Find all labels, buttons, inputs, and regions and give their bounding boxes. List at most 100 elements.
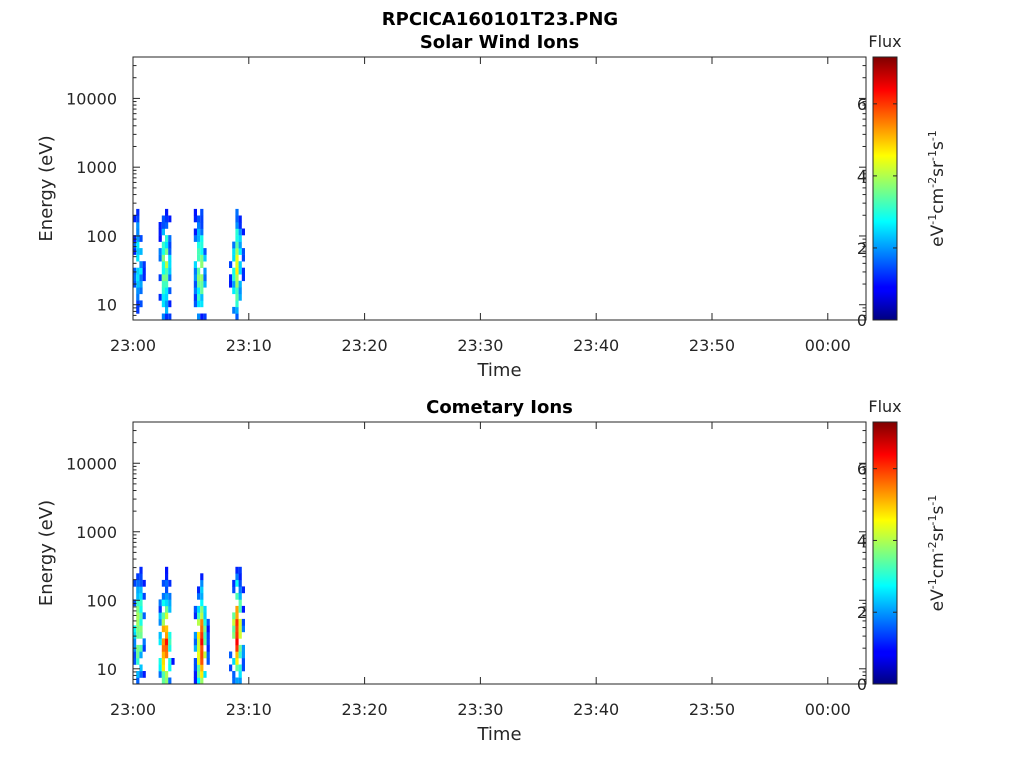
flux-cell	[133, 241, 137, 249]
flux-cell	[235, 248, 239, 255]
flux-cell	[238, 573, 242, 581]
flux-cell	[158, 658, 162, 665]
flux-cell	[238, 228, 242, 236]
flux-cell	[238, 287, 242, 295]
flux-cell	[200, 651, 204, 659]
flux-cell	[232, 677, 236, 685]
flux-cell	[206, 638, 210, 646]
flux-cell	[238, 586, 242, 594]
flux-cell	[161, 254, 165, 262]
flux-cell	[142, 274, 146, 282]
flux-cell	[168, 638, 172, 646]
unit-exponent: -2	[926, 177, 939, 188]
x-tick-label: 23:30	[457, 336, 503, 355]
x-axis: 23:00 23:10 23:20 23:30 23:40 23:50 00:00	[110, 57, 851, 355]
flux-cell	[203, 605, 207, 613]
flux-cell	[161, 677, 165, 685]
flux-cell	[197, 267, 201, 275]
flux-cell	[168, 235, 172, 242]
flux-cell	[235, 287, 239, 295]
flux-cell	[203, 638, 207, 646]
flux-cell	[161, 625, 165, 633]
flux-cell	[203, 671, 207, 678]
flux-cell	[238, 215, 242, 223]
y-axis-label: Energy (eV)	[36, 135, 57, 241]
flux-cell	[241, 651, 245, 659]
flux-cell	[203, 631, 207, 639]
flux-cell	[161, 599, 165, 607]
flux-cell	[136, 631, 140, 639]
flux-cell	[197, 592, 201, 600]
flux-cell	[136, 573, 140, 581]
flux-cell	[161, 313, 165, 321]
flux-cell	[139, 664, 143, 672]
flux-cell	[158, 248, 162, 255]
flux-cell	[235, 241, 239, 249]
flux-cell	[203, 625, 207, 633]
x-tick-label: 00:00	[805, 700, 851, 719]
spectrogram-cells	[133, 208, 245, 321]
x-tick-label: 23:00	[110, 700, 156, 719]
flux-cell	[168, 664, 172, 672]
flux-cell	[193, 644, 197, 652]
flux-cell	[136, 241, 140, 249]
flux-cell	[235, 625, 239, 633]
flux-cell	[200, 228, 204, 236]
flux-cell	[136, 306, 140, 314]
flux-cell	[232, 248, 236, 255]
flux-cell	[200, 261, 204, 268]
flux-cell	[139, 612, 143, 620]
flux-cell	[203, 254, 207, 262]
figure-title: RPCICA160101T23.PNG	[382, 9, 618, 30]
y-tick-label: 10	[97, 660, 117, 679]
flux-cell	[197, 612, 201, 620]
flux-cell	[232, 625, 236, 633]
flux-cell	[193, 267, 197, 275]
unit-base: eV	[928, 224, 948, 246]
flux-cell	[197, 228, 201, 236]
flux-cell	[200, 274, 204, 282]
flux-cell	[238, 235, 242, 242]
flux-cell	[161, 248, 165, 255]
flux-cell	[139, 261, 143, 268]
flux-cell	[193, 293, 197, 301]
flux-cell	[235, 579, 239, 587]
flux-cell	[235, 208, 239, 216]
flux-cell	[197, 605, 201, 613]
flux-cell	[235, 274, 239, 282]
flux-cell	[161, 612, 165, 620]
flux-cell	[235, 592, 239, 600]
flux-cell	[142, 644, 146, 652]
flux-cell	[158, 228, 162, 236]
flux-cell	[203, 280, 207, 288]
y-tick-label: 100	[86, 227, 117, 246]
flux-cell	[133, 658, 137, 665]
unit-exponent: -1	[926, 150, 939, 161]
flux-cell	[232, 579, 236, 587]
flux-cell	[168, 274, 172, 282]
flux-cell	[193, 235, 197, 242]
flux-cell	[139, 625, 143, 633]
flux-cell	[197, 313, 201, 321]
flux-cell	[235, 300, 239, 308]
flux-cell	[168, 313, 172, 321]
flux-cell	[161, 664, 165, 672]
flux-cell	[139, 267, 143, 275]
flux-cell	[168, 605, 172, 613]
unit-base: cm	[928, 188, 948, 214]
flux-cell	[136, 579, 140, 587]
flux-cell	[197, 215, 201, 223]
y-axis: 10 100 1000 10000	[66, 421, 866, 685]
panel-title: Solar Wind Ions	[420, 32, 579, 53]
flux-cell	[136, 592, 140, 600]
flux-cell	[203, 618, 207, 626]
flux-cell	[232, 287, 236, 295]
flux-cell	[136, 599, 140, 607]
flux-cell	[161, 638, 165, 646]
flux-cell	[136, 248, 140, 255]
colorbar-tick-label: 2	[857, 603, 867, 622]
flux-cell	[136, 300, 140, 308]
x-tick-label: 23:10	[226, 336, 272, 355]
unit-base: cm	[928, 552, 948, 578]
